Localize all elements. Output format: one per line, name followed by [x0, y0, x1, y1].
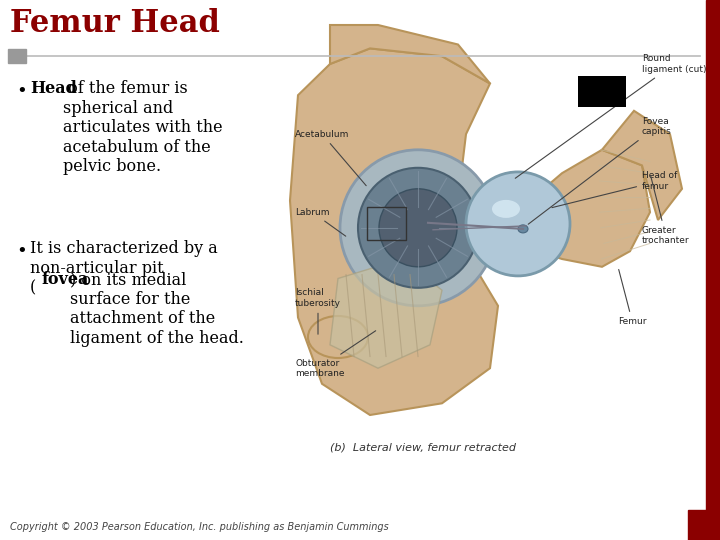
Text: Labrum: Labrum: [295, 208, 346, 236]
Ellipse shape: [492, 200, 520, 218]
Text: Fovea
capitis: Fovea capitis: [528, 117, 672, 224]
Bar: [367, 207, 406, 240]
Polygon shape: [602, 111, 682, 220]
Bar: [578, 76, 626, 107]
Text: Round
ligament (cut): Round ligament (cut): [516, 55, 706, 178]
Text: Obturator
membrane: Obturator membrane: [295, 330, 376, 378]
Text: It is characterized by a
non-articular pit
(: It is characterized by a non-articular p…: [30, 240, 217, 296]
Text: Femur: Femur: [618, 269, 647, 326]
Text: Femur Head: Femur Head: [10, 8, 220, 39]
Text: Acetabulum: Acetabulum: [295, 130, 366, 186]
Bar: [8, 49, 26, 63]
Polygon shape: [290, 49, 498, 415]
Text: fovea: fovea: [42, 271, 89, 288]
Ellipse shape: [518, 225, 528, 233]
Text: Greater
trochanter: Greater trochanter: [642, 176, 690, 245]
Circle shape: [466, 172, 570, 276]
Text: (b)  Lateral view, femur retracted: (b) Lateral view, femur retracted: [330, 442, 516, 453]
Text: ) on its medial
surface for the
attachment of the
ligament of the head.: ) on its medial surface for the attachme…: [70, 271, 244, 347]
Text: Head of
femur: Head of femur: [552, 171, 678, 208]
Text: Head: Head: [30, 80, 77, 97]
Polygon shape: [530, 150, 650, 267]
Text: •: •: [16, 82, 27, 100]
Circle shape: [379, 189, 457, 267]
Bar: [688, 510, 720, 540]
Polygon shape: [330, 259, 442, 368]
Circle shape: [340, 150, 496, 306]
Ellipse shape: [308, 316, 368, 358]
Text: •: •: [16, 242, 27, 260]
Text: of the femur is
spherical and
articulates with the
acetabulum of the
pelvic bone: of the femur is spherical and articulate…: [63, 80, 222, 176]
Circle shape: [358, 168, 478, 288]
Text: Ischial
tuberosity: Ischial tuberosity: [295, 288, 341, 334]
Polygon shape: [330, 25, 490, 84]
Text: Copyright © 2003 Pearson Education, Inc. publishing as Benjamin Cummings: Copyright © 2003 Pearson Education, Inc.…: [10, 522, 389, 532]
Bar: [706, 0, 720, 540]
